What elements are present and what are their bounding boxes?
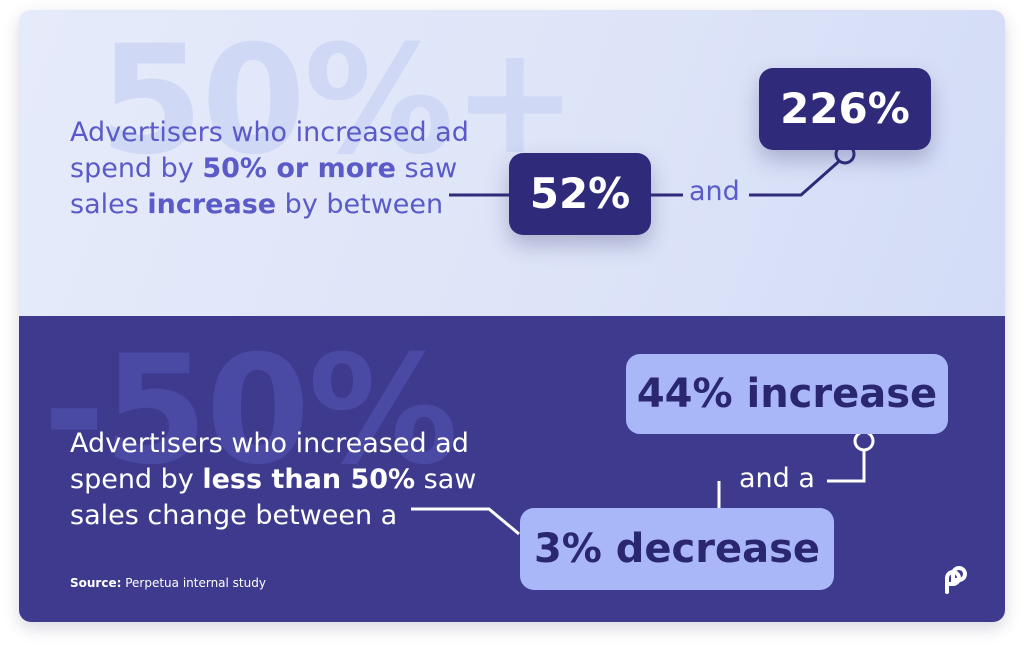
perpetua-logo-icon <box>945 566 967 594</box>
bottom-value-low: 3% decrease <box>533 526 821 572</box>
infographic-card: 50%+ Advertisers who increased ad spend … <box>19 10 1005 622</box>
top-highlight-direction: increase <box>147 189 277 220</box>
bottom-statement: Advertisers who increased ad spend by le… <box>70 426 476 534</box>
bottom-statement-line2: spend by less than 50% saw <box>70 464 477 495</box>
bottom-statement-line3: sales change between a <box>70 500 398 531</box>
top-statement-line3: sales increase by between <box>70 189 444 220</box>
bottom-value-high-box: 44% increase <box>626 354 948 434</box>
top-statement-line1: Advertisers who increased ad <box>70 117 469 148</box>
top-value-high-box: 226% <box>759 68 931 150</box>
top-statement-line2: spend by 50% or more saw <box>70 153 458 184</box>
source-note: Source: Perpetua internal study <box>70 576 266 590</box>
bottom-panel: -50% Advertisers who increased ad spend … <box>19 316 1005 622</box>
bottom-statement-line1: Advertisers who increased ad <box>70 428 469 459</box>
bottom-highlight-threshold: less than 50% <box>202 464 416 495</box>
top-value-high: 226% <box>780 84 910 133</box>
top-connector-label: and <box>689 176 740 207</box>
bottom-connector-label: and a <box>739 463 815 494</box>
bottom-value-low-box: 3% decrease <box>520 508 834 590</box>
top-panel: 50%+ Advertisers who increased ad spend … <box>19 10 1005 316</box>
top-highlight-threshold: 50% or more <box>202 153 396 184</box>
bottom-background-number: -50% <box>43 324 458 498</box>
bottom-value-high: 44% increase <box>636 371 938 417</box>
top-background-number: 50%+ <box>99 14 578 188</box>
top-value-low: 52% <box>529 169 631 218</box>
top-statement: Advertisers who increased ad spend by 50… <box>70 115 469 223</box>
top-value-low-box: 52% <box>509 153 651 235</box>
